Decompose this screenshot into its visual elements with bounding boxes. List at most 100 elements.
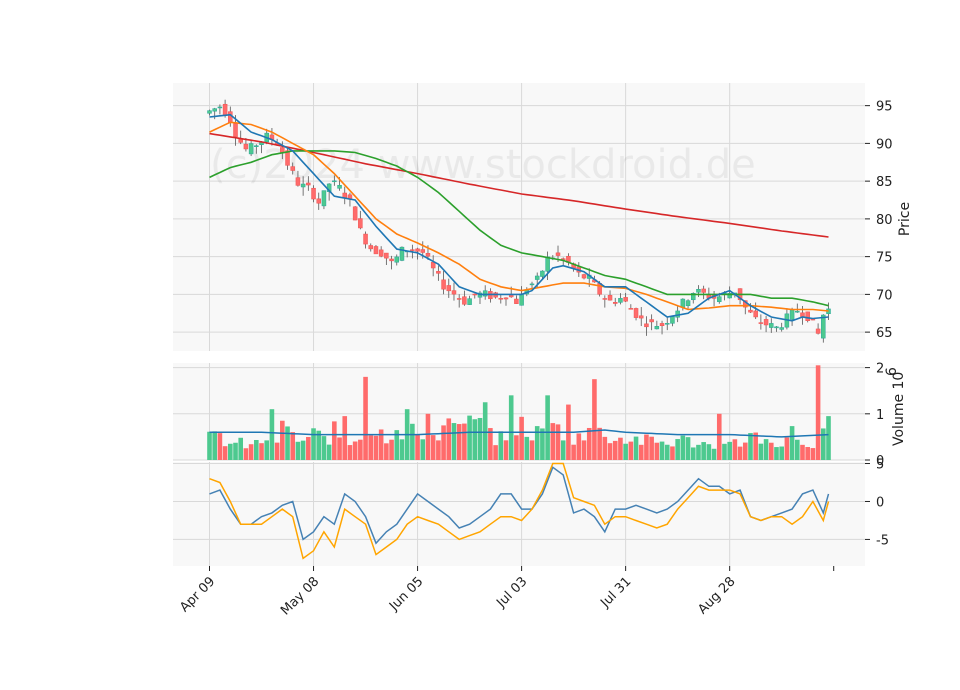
- volume-axis-title: Volume 10: [891, 372, 907, 446]
- candle-body: [774, 326, 779, 329]
- candle-body: [618, 298, 623, 303]
- candle-body: [654, 326, 660, 330]
- volume-bar: [326, 444, 332, 460]
- volume-bar: [706, 444, 712, 460]
- candle-body: [321, 190, 327, 207]
- volume-bar: [482, 402, 488, 460]
- volume-bar: [321, 436, 327, 460]
- candle-body: [415, 248, 420, 252]
- candle-body: [306, 182, 311, 186]
- candle-body: [316, 198, 321, 204]
- volume-bar: [670, 446, 675, 460]
- volume-bar: [363, 376, 368, 460]
- candle-body: [581, 274, 587, 279]
- volume-axis-tick-label: 1: [876, 408, 884, 423]
- volume-bar: [685, 437, 691, 460]
- volume-bar: [794, 439, 800, 460]
- moving-average-green: [209, 150, 829, 307]
- candle-body: [612, 302, 618, 304]
- candle-body: [378, 249, 384, 257]
- x-axis-tick-label: Aug 28: [695, 574, 738, 617]
- volume-bar: [456, 424, 462, 460]
- x-axis-tick-label: Jul 31: [597, 574, 634, 611]
- oscillator-axis-tick-label: -5: [876, 533, 889, 548]
- volume-bar: [477, 417, 483, 460]
- candle-body: [545, 256, 550, 272]
- volume-bar: [269, 409, 275, 460]
- candle-body: [337, 185, 342, 189]
- price-axis-tick-label: 75: [876, 251, 893, 266]
- volume-bar: [540, 428, 545, 460]
- volume-bar: [264, 440, 270, 460]
- candle-body: [285, 150, 290, 166]
- candle-body: [212, 108, 217, 112]
- volume-bar: [274, 442, 280, 460]
- volume-bar: [753, 432, 758, 460]
- volume-bar: [212, 431, 218, 460]
- candle-body: [638, 315, 644, 319]
- volume-bar: [384, 443, 389, 460]
- candle-body: [540, 270, 545, 277]
- volume-bar: [560, 440, 566, 460]
- candle-body: [685, 300, 691, 306]
- volume-bar: [337, 437, 342, 460]
- candle-body: [753, 310, 758, 318]
- candle-body: [238, 139, 243, 143]
- candle-body: [748, 309, 753, 313]
- volume-bar: [514, 435, 519, 460]
- candle-body: [519, 293, 524, 306]
- candle-body: [300, 183, 306, 188]
- volume-bar: [758, 443, 764, 460]
- volume-bar: [826, 416, 831, 460]
- candle-body: [436, 271, 441, 274]
- volume-bar: [654, 442, 660, 460]
- candle-body: [482, 290, 488, 297]
- volume-bar: [254, 439, 259, 460]
- candle-body: [514, 298, 519, 304]
- candle-body: [534, 275, 540, 280]
- candle-body: [217, 106, 223, 109]
- oscillator-line-orange: [209, 462, 830, 560]
- volume-bar: [763, 439, 769, 460]
- volume-bar: [503, 440, 509, 460]
- oscillator-axis-tick-label: 5: [876, 458, 884, 473]
- volume-bar: [789, 426, 795, 460]
- volume-bar: [493, 445, 498, 460]
- candle-body: [602, 298, 608, 300]
- volume-bar: [529, 440, 535, 460]
- candle-body: [363, 233, 368, 245]
- volume-bar: [467, 415, 472, 460]
- price-axis-tick-label: 90: [876, 137, 893, 152]
- volume-bar: [389, 439, 394, 460]
- candle-body: [358, 218, 363, 229]
- volume-bar: [748, 433, 753, 460]
- candle-body: [680, 298, 686, 308]
- volume-bar: [607, 443, 613, 460]
- candle-body: [410, 249, 415, 251]
- volume-bar: [295, 441, 301, 460]
- volume-bar: [373, 435, 379, 460]
- volume-bar: [649, 436, 654, 460]
- volume-bar: [248, 444, 254, 460]
- volume-bar: [732, 439, 738, 460]
- candle-body: [701, 288, 706, 293]
- volume-bar: [399, 439, 405, 460]
- price-axis-tick-label: 70: [876, 288, 893, 303]
- price-axis-title: Price: [897, 202, 913, 236]
- candle-body: [222, 103, 228, 116]
- candle-body: [664, 323, 670, 325]
- volume-bar: [222, 446, 228, 460]
- volume-bar: [280, 420, 285, 460]
- candle-body: [394, 256, 400, 263]
- volume-bar: [716, 413, 722, 460]
- volume-bar: [727, 441, 732, 460]
- candle-body: [425, 252, 431, 257]
- volume-bar: [659, 441, 665, 460]
- candle-body: [815, 328, 821, 334]
- candle-body: [233, 123, 238, 138]
- volume-bar: [586, 427, 592, 460]
- volume-bar: [358, 439, 363, 460]
- volume-bar: [441, 425, 446, 460]
- candle-body: [498, 298, 504, 300]
